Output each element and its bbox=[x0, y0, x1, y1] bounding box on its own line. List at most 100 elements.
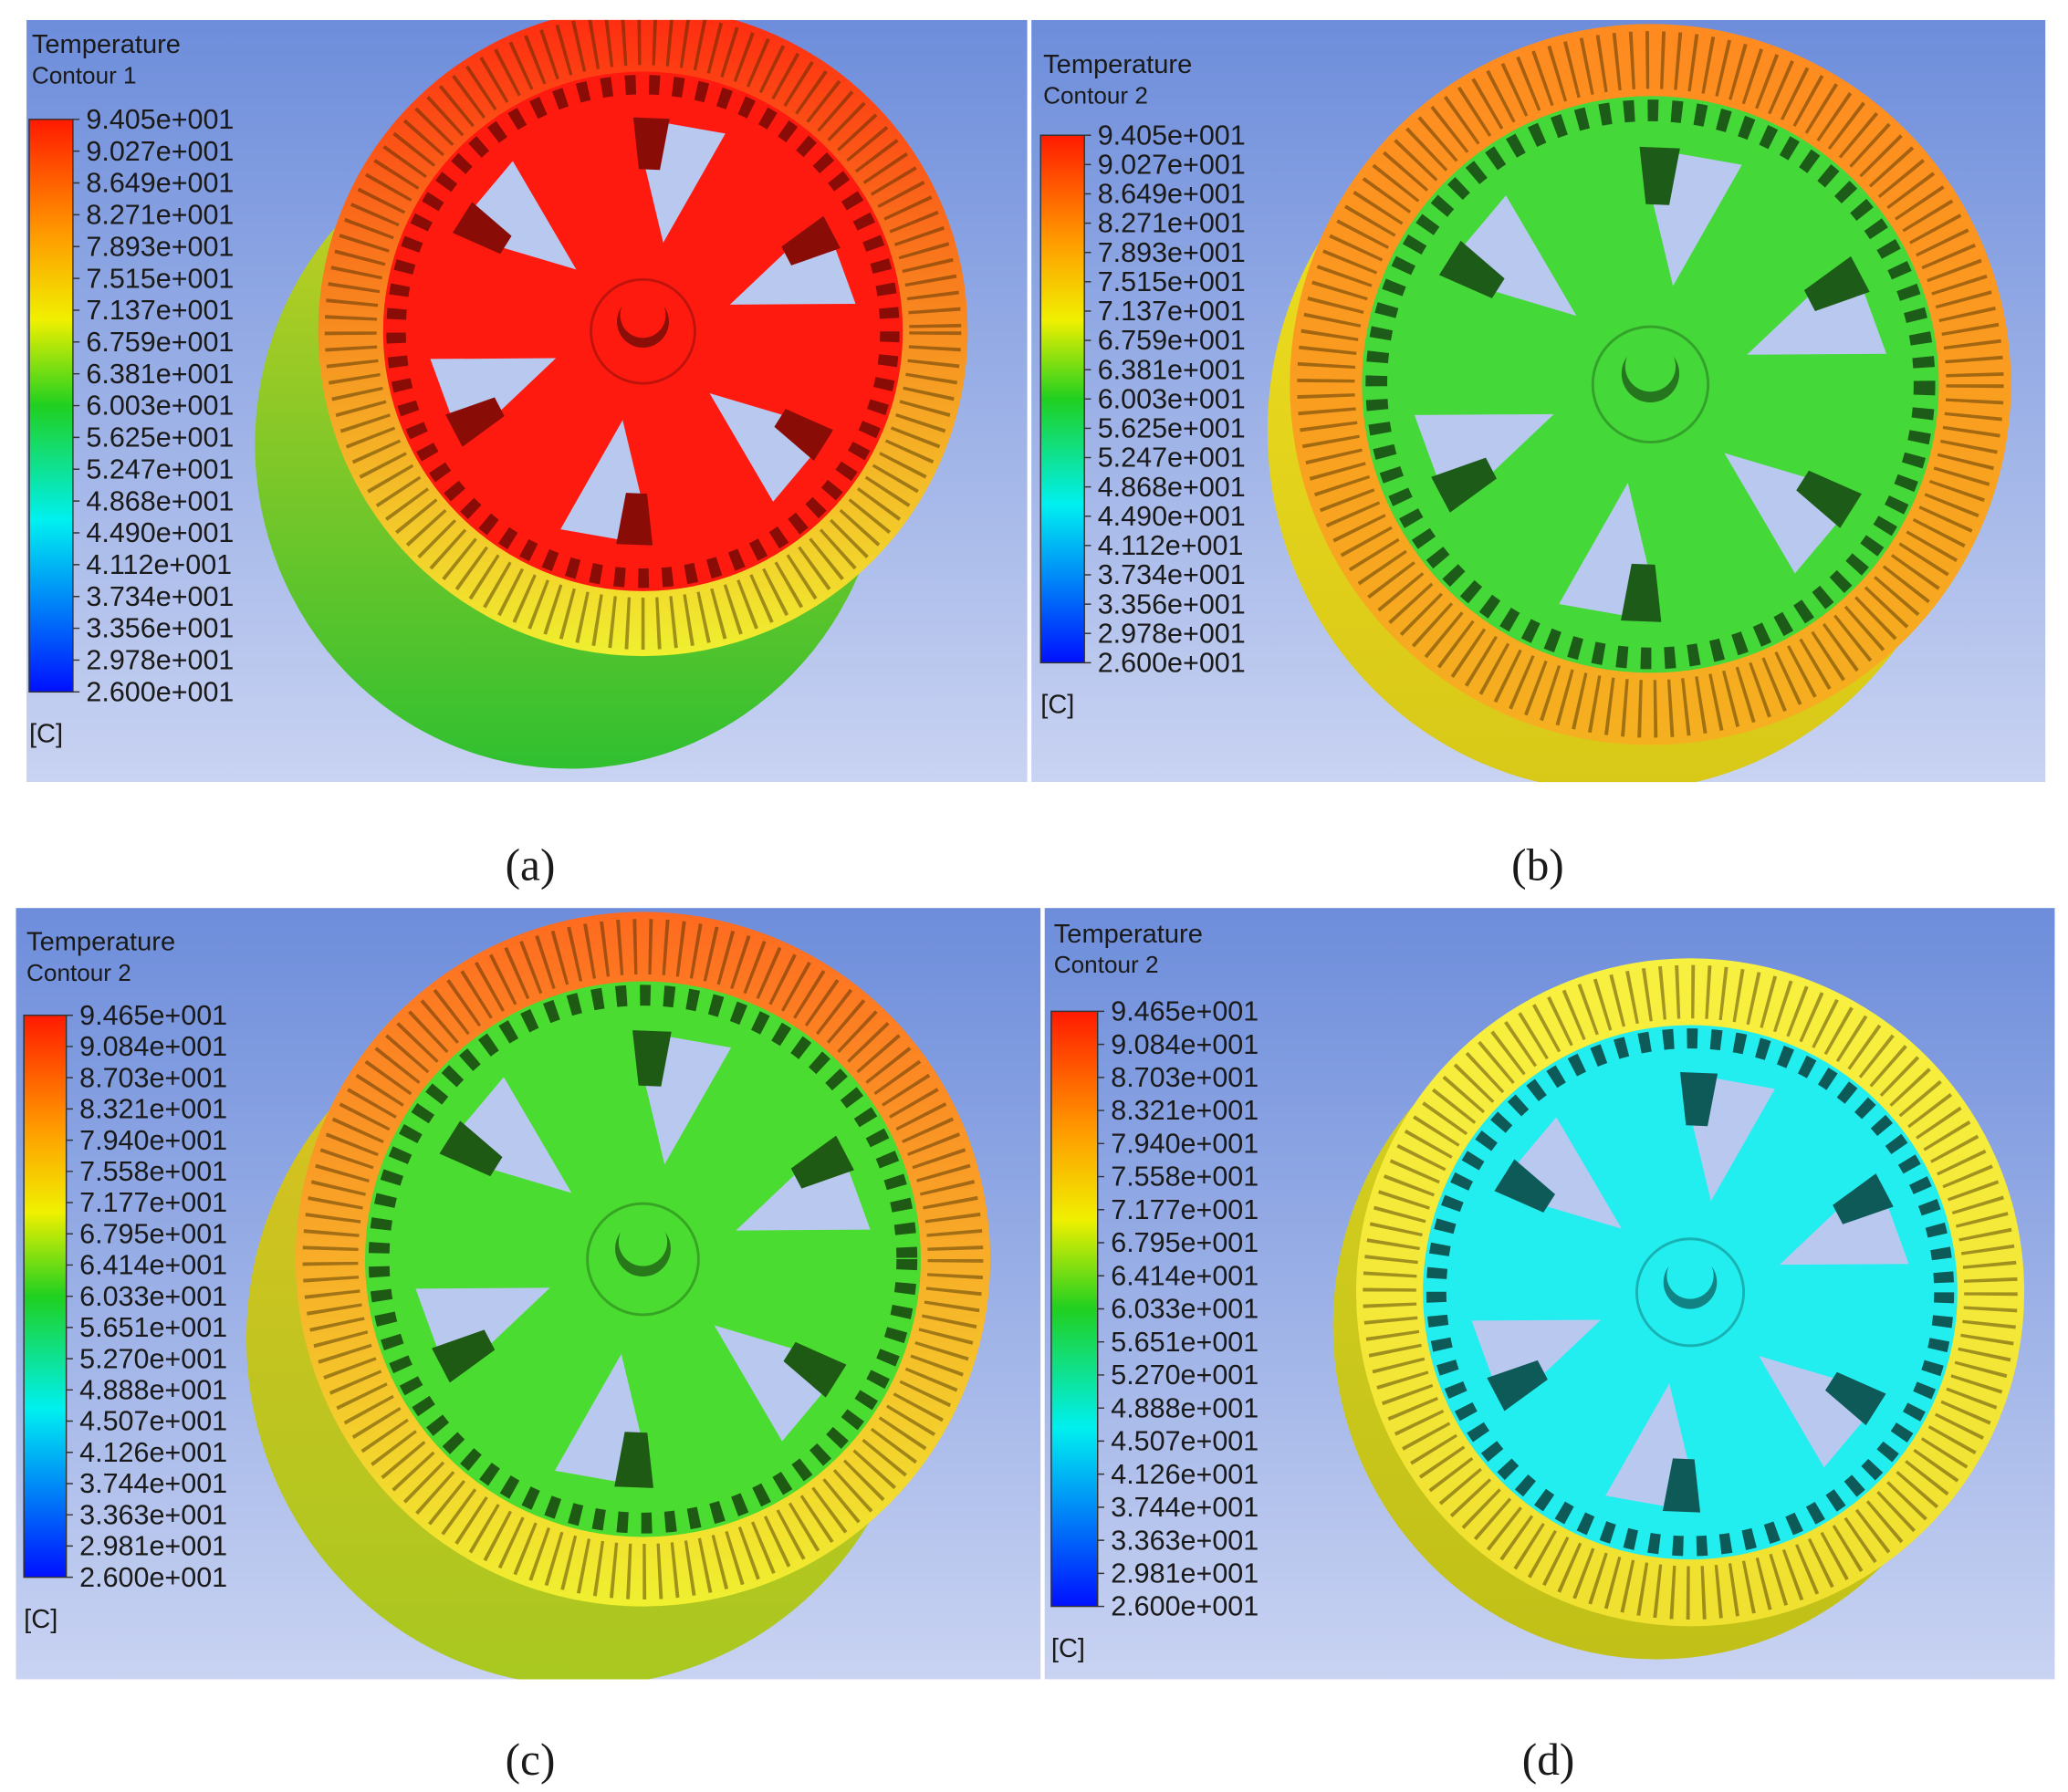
legend-label: 2.600e+001 bbox=[86, 676, 234, 707]
spoke-shadow bbox=[439, 1120, 503, 1177]
legend-label: 7.137e+001 bbox=[86, 295, 234, 326]
caption: (c) bbox=[506, 1735, 556, 1785]
legend-label: 7.137e+001 bbox=[1098, 296, 1246, 327]
legend-label: 4.888e+001 bbox=[79, 1374, 227, 1405]
spoke-window bbox=[1759, 1356, 1886, 1468]
legend-label: 6.795e+001 bbox=[79, 1218, 227, 1249]
legend-label: 7.558e+001 bbox=[1111, 1162, 1259, 1193]
spoke-shadow bbox=[445, 397, 505, 447]
spoke-window bbox=[1724, 453, 1862, 574]
legend-label: 4.126e+001 bbox=[1111, 1459, 1259, 1490]
legend-label: 4.507e+001 bbox=[1111, 1426, 1259, 1457]
spoke-shadow bbox=[790, 1135, 854, 1189]
legend-label: 6.003e+001 bbox=[86, 391, 234, 422]
spoke-shadow bbox=[1833, 1173, 1894, 1224]
unit-label: [C] bbox=[24, 1605, 57, 1634]
legend-label: 2.600e+001 bbox=[1098, 648, 1246, 679]
legend-label: 7.515e+001 bbox=[1098, 266, 1246, 297]
legend-label: 6.795e+001 bbox=[1111, 1227, 1259, 1258]
spoke-shadow bbox=[632, 117, 670, 171]
spoke-window bbox=[452, 161, 577, 270]
rotor-slots bbox=[386, 75, 900, 589]
legend-label: 2.981e+001 bbox=[1111, 1558, 1259, 1589]
wheel bbox=[1332, 958, 2025, 1660]
legend-subtitle: Contour 2 bbox=[26, 959, 131, 986]
legend-label: 8.321e+001 bbox=[79, 1094, 227, 1125]
legend-label: 4.507e+001 bbox=[79, 1406, 227, 1437]
legend-label: 5.270e+001 bbox=[1111, 1360, 1259, 1391]
spoke-shadow bbox=[1825, 1371, 1886, 1426]
legend-label: 4.490e+001 bbox=[86, 517, 234, 548]
legend-label: 9.027e+001 bbox=[86, 136, 234, 167]
legend-label: 9.027e+001 bbox=[1098, 150, 1246, 181]
unit-label: [C] bbox=[1040, 691, 1074, 720]
spoke-shadow bbox=[783, 1341, 847, 1398]
panel: Temperature Contour 1 9.405e+0019.027e+001… bbox=[26, 19, 1028, 891]
legend-label: 9.084e+001 bbox=[79, 1031, 227, 1062]
stator-teeth bbox=[324, 19, 962, 650]
legend-label: 6.759e+001 bbox=[86, 327, 234, 358]
spoke-shadow bbox=[781, 215, 841, 266]
spoke-shadow bbox=[614, 1432, 653, 1488]
spoke-window bbox=[1438, 195, 1577, 317]
color-bar bbox=[23, 1015, 68, 1578]
legend-subtitle: Contour 2 bbox=[1043, 81, 1148, 109]
legend-label: 3.734e+001 bbox=[86, 581, 234, 612]
spoke-shadow bbox=[1639, 146, 1680, 205]
legend-title: Temperature bbox=[32, 30, 181, 59]
spoke-window bbox=[714, 1325, 847, 1442]
legend-label: 8.271e+001 bbox=[86, 200, 234, 231]
legend-label: 5.625e+001 bbox=[1098, 413, 1246, 444]
legend-label: 6.033e+001 bbox=[1111, 1294, 1259, 1325]
legend-title: Temperature bbox=[1054, 920, 1203, 949]
legend-label: 5.247e+001 bbox=[1098, 443, 1246, 474]
spoke-shadow bbox=[1662, 1458, 1701, 1513]
legend-label: 9.084e+001 bbox=[1111, 1029, 1259, 1060]
legend-label: 6.033e+001 bbox=[79, 1281, 227, 1312]
legend-label: 7.893e+001 bbox=[86, 231, 234, 262]
rotor-slots bbox=[368, 985, 918, 1534]
legend-label: 8.649e+001 bbox=[1098, 179, 1246, 210]
legend-subtitle: Contour 1 bbox=[32, 62, 137, 89]
legend-label: 4.126e+001 bbox=[79, 1437, 227, 1468]
caption: (d) bbox=[1522, 1735, 1575, 1785]
legend-label: 7.515e+001 bbox=[86, 263, 234, 294]
spoke-window bbox=[1494, 1117, 1622, 1229]
legend-label: 5.651e+001 bbox=[1111, 1327, 1259, 1358]
legend-label: 7.177e+001 bbox=[79, 1187, 227, 1218]
legend-label: 2.600e+001 bbox=[1111, 1591, 1259, 1622]
legend-label: 3.363e+001 bbox=[1111, 1525, 1259, 1556]
spoke-shadow bbox=[632, 1030, 672, 1087]
legend-label: 4.868e+001 bbox=[1098, 472, 1246, 503]
legend-label: 6.381e+001 bbox=[86, 359, 234, 390]
legend-label: 3.363e+001 bbox=[79, 1499, 227, 1530]
legend-label: 6.414e+001 bbox=[79, 1250, 227, 1281]
legend-label: 7.940e+001 bbox=[79, 1125, 227, 1156]
legend-label: 3.734e+001 bbox=[1098, 559, 1246, 590]
spoke-window bbox=[439, 1077, 572, 1193]
spoke-shadow bbox=[774, 409, 834, 461]
spoke-shadow bbox=[1494, 1159, 1556, 1213]
legend-label: 9.405e+001 bbox=[1098, 120, 1246, 151]
caption: (b) bbox=[1511, 840, 1564, 891]
wheel bbox=[246, 912, 991, 1680]
shaft-top bbox=[618, 1217, 668, 1266]
spoke-shadow bbox=[1431, 457, 1497, 513]
legend-label: 3.356e+001 bbox=[86, 613, 234, 644]
legend-label: 6.759e+001 bbox=[1098, 325, 1246, 356]
spoke-shadow bbox=[1796, 470, 1862, 528]
legend-label: 7.558e+001 bbox=[79, 1156, 227, 1187]
rotor-slots bbox=[1426, 1028, 1955, 1557]
unit-label: [C] bbox=[1051, 1634, 1085, 1663]
legend-label: 2.978e+001 bbox=[1098, 618, 1246, 649]
legend-label: 9.465e+001 bbox=[79, 1000, 227, 1031]
legend-label: 5.625e+001 bbox=[86, 422, 234, 453]
unit-label: [C] bbox=[29, 720, 63, 749]
legend-label: 2.978e+001 bbox=[86, 645, 234, 676]
